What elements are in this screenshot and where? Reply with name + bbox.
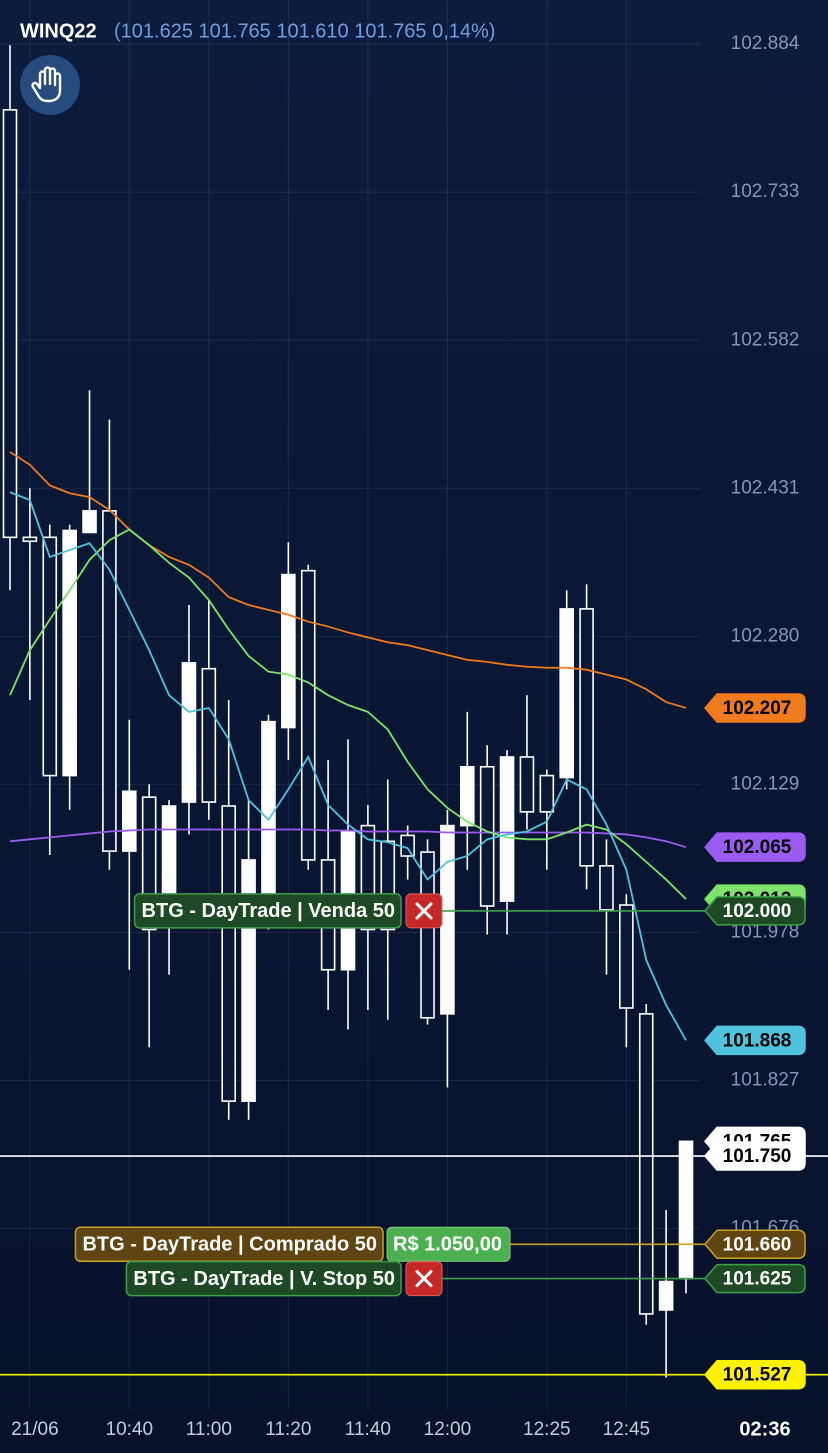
indicator-line [9,491,687,1041]
y-tick-label: 101.827 [731,1070,800,1091]
price-badge: 101.868 [704,1025,806,1056]
price-badge-label: 101.527 [723,1365,792,1386]
hand-icon[interactable] [31,66,62,103]
countdown: 02:36 [739,1418,790,1440]
y-tick-label: 102.884 [731,33,800,54]
candle-body [400,834,415,857]
y-tick-label: 101.978 [731,921,800,942]
x-tick-label: 12:45 [603,1419,651,1440]
x-tick-label: 11:00 [186,1419,232,1440]
price-badge-bg [704,1359,806,1390]
price-badge-label: 101.868 [723,1030,792,1051]
price-badge: 101.750 [704,1141,806,1171]
order-pnl-label: R$ 1.050,00 [393,1234,502,1256]
cancel-icon[interactable] [415,1270,433,1288]
price-badge: 102.000 [704,896,806,926]
candle-body [62,529,77,777]
candle-body [42,536,58,777]
price-badge-bg [704,832,806,862]
x-tick-label: 11:40 [345,1419,391,1440]
x-tick-label: 12:25 [523,1419,571,1440]
candle-body [658,1280,674,1311]
price-badge: 101.625 [704,1263,806,1294]
price-badge: 101.527 [704,1359,806,1390]
candle-body [2,109,18,539]
candle-body [440,824,455,1015]
price-badge-bg [704,1229,806,1260]
price-badge-label: 101.660 [723,1234,792,1255]
price-badge: 102.207 [704,693,806,723]
candle-body [181,662,197,803]
order-tag-label: BTG - DayTrade | Comprado 50 [82,1234,377,1256]
price-badge-bg [704,1025,806,1056]
price-badge-bg [704,1263,806,1294]
price-badge: 102.065 [704,832,806,862]
candle-body [102,510,117,852]
candle-body [638,1013,654,1315]
price-badge-label: 101.750 [723,1146,792,1167]
candle-body [261,720,276,901]
indicator-line [9,451,687,709]
candle-body [82,510,97,534]
x-tick-label: 21/06 [11,1419,59,1440]
hand-tool-button[interactable] [20,55,80,115]
candle-body [579,608,594,867]
price-badge-bg [704,1141,806,1171]
candle-body [499,756,515,902]
price-badge-bg [704,896,806,926]
candle-body [459,765,475,827]
order-tag [133,893,402,929]
price-badge-label: 101.625 [723,1269,792,1290]
price-badge-label: 102.207 [723,698,792,719]
candle-body [479,765,495,907]
candle-body [121,790,137,852]
y-tick-label: 102.582 [731,329,800,350]
symbol: WINQ22 [20,20,97,42]
candle-body [539,774,555,813]
price-badge-bg [704,693,806,723]
candle-body [519,756,535,813]
indicator-line [9,528,687,900]
candle-body [619,904,634,1009]
candle-body [300,569,316,861]
order-tag [125,1260,402,1297]
order-tag-label: BTG - DayTrade | V. Stop 50 [133,1268,395,1290]
candle-body [161,805,177,901]
candle-body [221,805,237,1102]
price-badge-label: 102.000 [723,901,792,922]
price-badge-label: 102.065 [723,837,792,858]
x-tick-label: 10:40 [106,1419,154,1440]
y-tick-label: 102.129 [731,773,800,794]
y-tick-label: 102.280 [731,625,800,646]
candle-body [420,851,435,1019]
cancel-order-button[interactable] [405,1261,443,1297]
x-tick-label: 12:00 [424,1419,472,1440]
cancel-icon[interactable] [415,902,433,920]
y-tick-label: 102.733 [731,181,800,202]
indicator-line [9,828,687,849]
candle-body [201,667,217,803]
x-tick-label: 11:20 [265,1419,311,1440]
overlay: 102.207102.065102.012101.868101.765101.7… [0,693,828,1390]
order-tag-label: BTG - DayTrade | Venda 50 [142,900,395,922]
candle-body [678,1140,694,1280]
candle-body [22,536,38,543]
ohlc-summary: (101.625 101.765 101.610 101.765 0,14%) [114,20,495,42]
cancel-order-button[interactable] [405,893,443,929]
price-badge: 101.660 [704,1229,806,1260]
candle-body [599,865,614,911]
candle-body [281,573,296,729]
candle-body [559,608,575,779]
y-tick-label: 102.431 [731,477,800,498]
